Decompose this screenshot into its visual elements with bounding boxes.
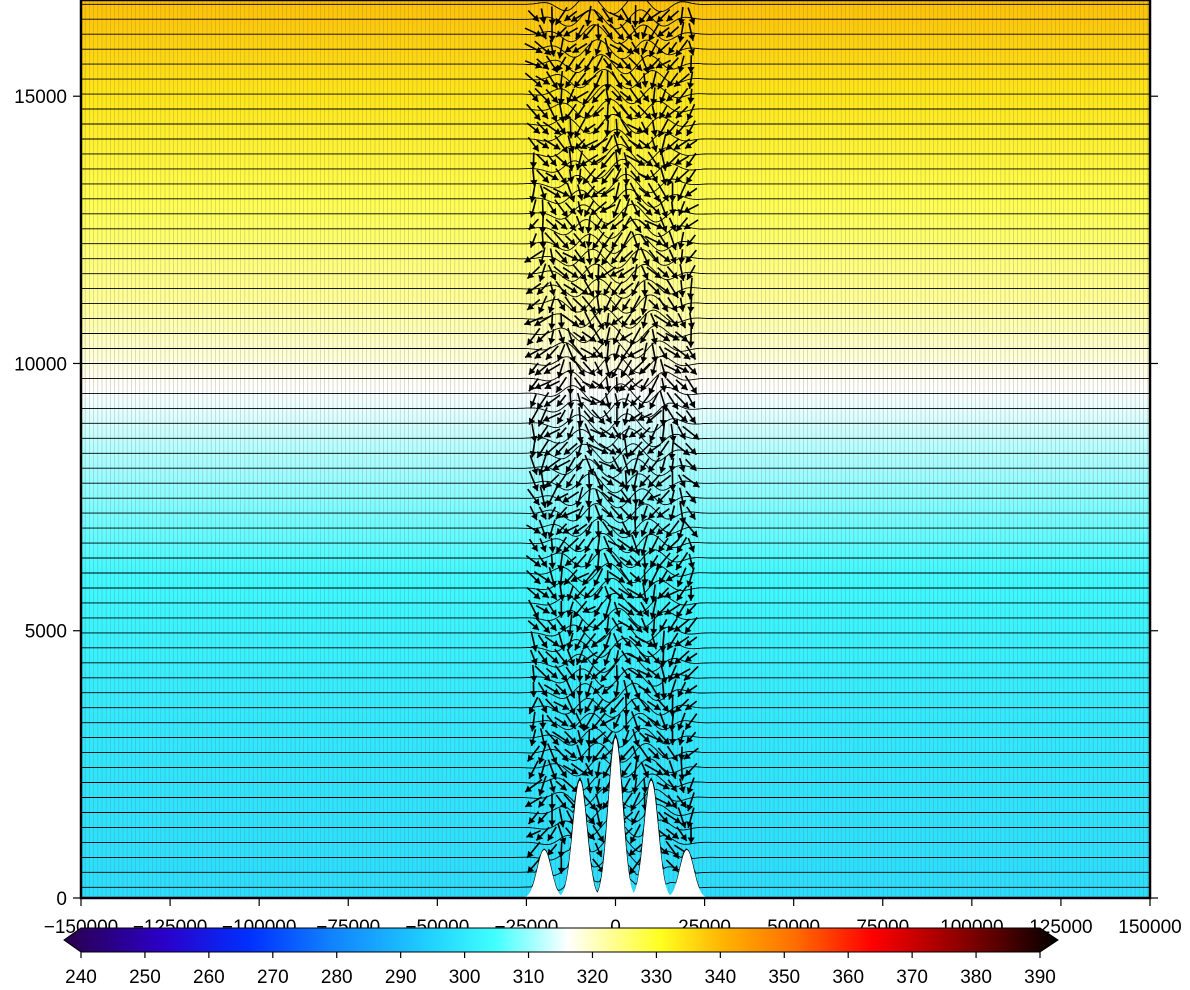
colorbar-tick-label: 370 — [896, 967, 928, 988]
colorbar-tick-label: 350 — [768, 967, 800, 988]
colorbar-tick-label: 300 — [449, 967, 481, 988]
colorbar: 240 250 260 270 280 290 300 310 320 330 340 350 360 3… — [64, 928, 1058, 988]
colorbar-tick-label: 390 — [1024, 967, 1056, 988]
colorbar-tick-label: 360 — [832, 967, 864, 988]
colorbar-ticks: 240 250 260 270 280 290 300 310 320 330 340 350 360 3… — [65, 952, 1056, 988]
colorbar-tick-label: 340 — [704, 967, 736, 988]
colorbar-tick-label: 240 — [65, 967, 97, 988]
colorbar-bar — [64, 928, 1058, 952]
colorbar-tick-label: 280 — [321, 967, 353, 988]
y-tick-label: 0 — [56, 889, 67, 910]
colorbar-tick-label: 320 — [577, 967, 609, 988]
colorbar-tick-label: 270 — [257, 967, 289, 988]
colorbar-tick-label: 380 — [960, 967, 992, 988]
y-tick-label: 15000 — [14, 87, 67, 108]
colorbar-tick-label: 310 — [513, 967, 545, 988]
y-tick-label: 10000 — [14, 354, 67, 375]
y-tick-label: 5000 — [25, 622, 67, 643]
x-tick-label: 150000 — [1118, 917, 1181, 938]
colorbar-tick-label: 260 — [193, 967, 225, 988]
plot-area — [81, 0, 1150, 898]
colorbar-tick-label: 290 — [385, 967, 417, 988]
colorbar-tick-label: 330 — [641, 967, 673, 988]
colorbar-tick-label: 250 — [129, 967, 161, 988]
